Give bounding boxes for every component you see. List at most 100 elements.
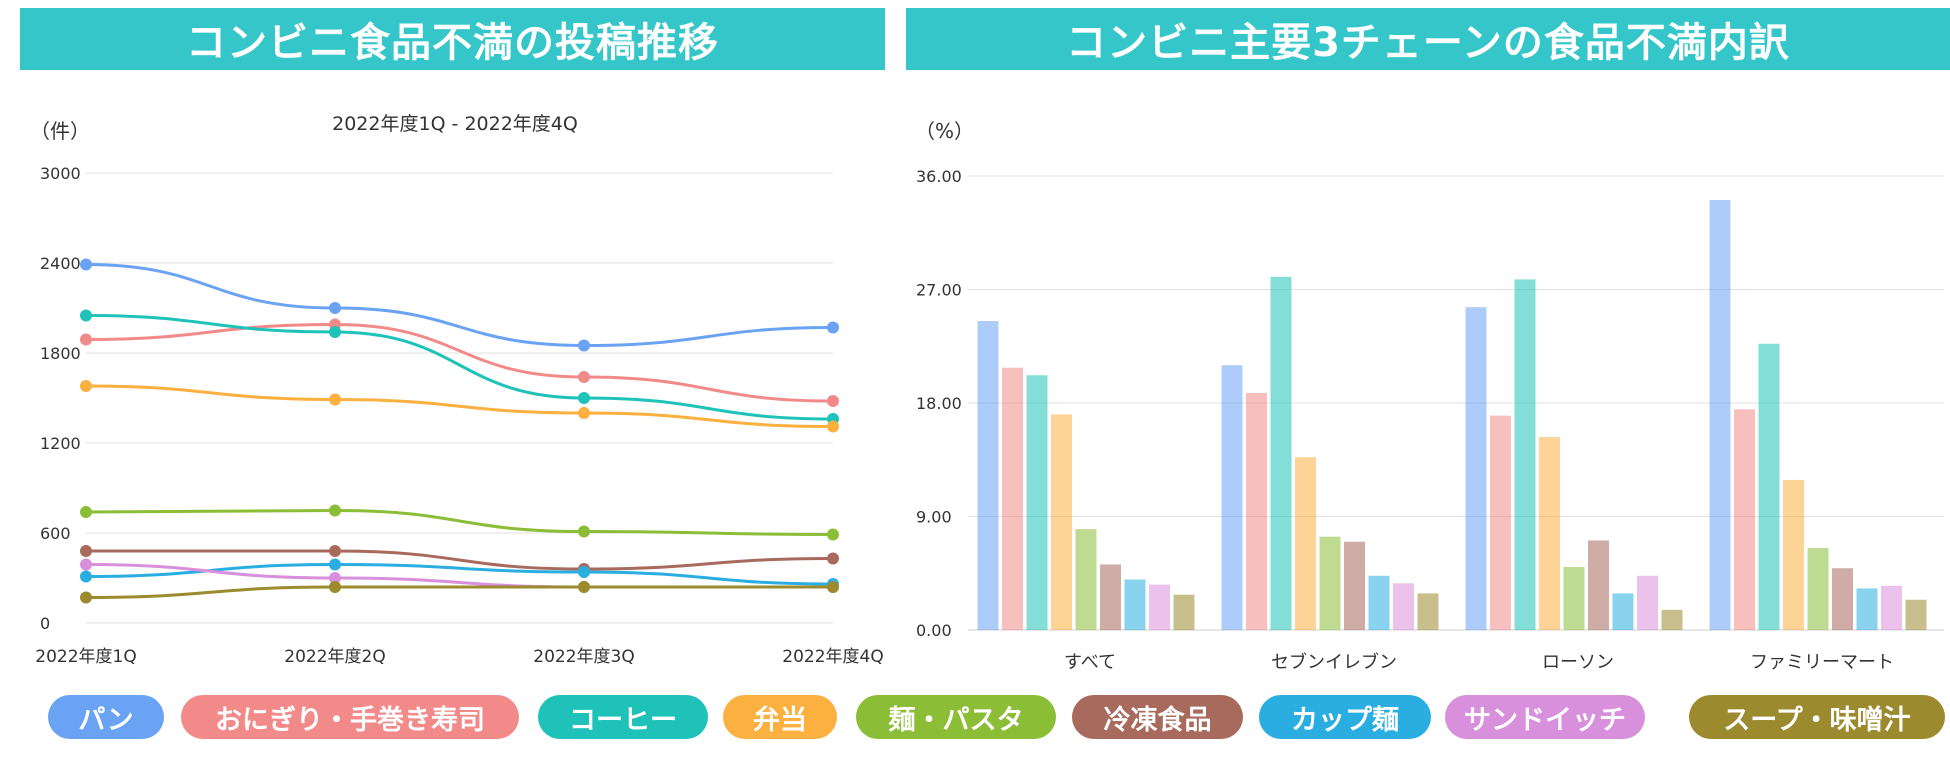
data-point-スープ・味噌汁-2022年度3Q <box>578 581 590 593</box>
right-y-axis-label: （%） <box>915 119 974 143</box>
bar-ローソン-スープ・味噌汁 <box>1661 609 1683 630</box>
bar-ファミリーマート-サンドイッチ <box>1881 585 1902 630</box>
bar-セブンイレブン-麺・パスタ <box>1319 536 1341 630</box>
right-chart-title: コンビニ主要3チェーンの食品不満内訳 <box>906 8 1950 70</box>
data-point-麺・パスタ-2022年度4Q <box>827 528 839 541</box>
left-chart-subtitle: 2022年度1Q - 2022年度4Q <box>332 113 578 135</box>
data-point-スープ・味噌汁-2022年度2Q <box>329 581 341 593</box>
legend-item-7[interactable]: カップ麺 <box>1259 695 1431 739</box>
bar-すべて-サンドイッチ <box>1149 584 1170 630</box>
data-point-パン-2022年度3Q <box>578 339 590 352</box>
data-point-カップ麺-2022年度2Q <box>329 558 341 571</box>
right-y-tick-label: 27.00 <box>916 281 962 300</box>
bar-ローソン-コーヒー <box>1514 279 1536 630</box>
bar-セブンイレブン-コーヒー <box>1270 276 1292 630</box>
bar-ローソン-弁当 <box>1539 437 1560 630</box>
bar-ファミリーマート-スープ・味噌汁 <box>1905 599 1927 630</box>
bar-ローソン-パン <box>1465 307 1487 630</box>
left-x-tick-label: 2022年度3Q <box>533 647 634 667</box>
bar-すべて-麺・パスタ <box>1075 529 1097 630</box>
data-point-麺・パスタ-2022年度1Q <box>80 506 92 518</box>
legend-item-3[interactable]: コーヒー <box>538 695 708 739</box>
bar-セブンイレブン-冷凍食品 <box>1344 541 1365 630</box>
data-point-弁当-2022年度4Q <box>827 420 839 433</box>
data-point-冷凍食品-2022年度2Q <box>329 545 341 557</box>
data-point-冷凍食品-2022年度1Q <box>80 545 92 557</box>
data-point-パン-2022年度2Q <box>329 302 341 314</box>
data-point-麺・パスタ-2022年度2Q <box>329 504 341 517</box>
left-y-tick-label: 3000 <box>40 164 81 183</box>
legend-item-4[interactable]: 弁当 <box>723 695 837 739</box>
data-point-カップ麺-2022年度1Q <box>80 570 92 583</box>
right-y-tick-label: 0.00 <box>916 621 952 640</box>
right-y-tick-label: 36.00 <box>916 167 962 186</box>
legend-item-8[interactable]: サンドイッチ <box>1445 695 1645 739</box>
bar-セブンイレブン-パン <box>1221 365 1243 630</box>
right-y-tick-label: 18.00 <box>916 394 962 413</box>
legend-item-9[interactable]: スープ・味噌汁 <box>1689 695 1945 739</box>
bar-ファミリーマート-コーヒー <box>1758 343 1780 630</box>
legend-item-5[interactable]: 麺・パスタ <box>856 695 1056 739</box>
left-y-tick-label: 2400 <box>40 254 81 273</box>
data-point-スープ・味噌汁-2022年度1Q <box>80 591 92 604</box>
bar-すべて-冷凍食品 <box>1100 564 1121 630</box>
line-series-コーヒー <box>85 314 834 421</box>
data-point-おにぎり・手巻き寿司-2022年度1Q <box>80 333 92 346</box>
left-y-tick-label: 1800 <box>40 344 81 363</box>
left-x-tick-label: 2022年度2Q <box>284 647 385 667</box>
data-point-サンドイッチ-2022年度2Q <box>329 572 341 584</box>
data-point-パン-2022年度4Q <box>827 321 839 334</box>
left-y-tick-label: 600 <box>40 524 71 543</box>
data-point-冷凍食品-2022年度4Q <box>827 552 839 565</box>
left-x-tick-label: 2022年度1Q <box>35 647 136 667</box>
data-point-サンドイッチ-2022年度1Q <box>80 558 92 571</box>
line-series-麺・パスタ <box>85 508 834 536</box>
bar-セブンイレブン-サンドイッチ <box>1393 583 1414 630</box>
right-x-tick-label: すべて <box>1064 652 1116 673</box>
bar-ファミリーマート-カップ麺 <box>1856 588 1878 630</box>
bar-ローソン-おにぎり・手巻き寿司 <box>1490 415 1511 630</box>
bar-すべて-弁当 <box>1051 414 1072 630</box>
bar-すべて-カップ麺 <box>1124 579 1146 630</box>
bar-すべて-コーヒー <box>1026 375 1048 630</box>
data-point-スープ・味噌汁-2022年度4Q <box>827 581 839 593</box>
bar-セブンイレブン-カップ麺 <box>1368 575 1390 630</box>
legend-item-6[interactable]: 冷凍食品 <box>1072 695 1243 739</box>
bar-ファミリーマート-麺・パスタ <box>1807 548 1829 630</box>
data-point-おにぎり・手巻き寿司-2022年度3Q <box>578 371 590 383</box>
bar-ローソン-サンドイッチ <box>1637 575 1658 630</box>
bar-ローソン-冷凍食品 <box>1588 540 1609 630</box>
bar-セブンイレブン-スープ・味噌汁 <box>1417 593 1439 630</box>
bar-すべて-パン <box>977 321 999 630</box>
bar-セブンイレブン-おにぎり・手巻き寿司 <box>1246 392 1267 630</box>
bar-セブンイレブン-弁当 <box>1295 457 1316 630</box>
bar-ローソン-麺・パスタ <box>1563 566 1585 630</box>
line-series-弁当 <box>85 384 834 428</box>
data-point-弁当-2022年度1Q <box>80 380 92 392</box>
right-x-tick-label: ファミリーマート <box>1750 652 1894 673</box>
bar-すべて-おにぎり・手巻き寿司 <box>1002 367 1023 630</box>
line-series-パン <box>85 263 834 348</box>
bar-ファミリーマート-弁当 <box>1783 479 1804 630</box>
bar-ファミリーマート-パン <box>1709 199 1731 630</box>
data-point-おにぎり・手巻き寿司-2022年度4Q <box>827 395 839 407</box>
right-x-tick-label: ローソン <box>1542 652 1614 673</box>
right-x-tick-label: セブンイレブン <box>1271 651 1397 673</box>
data-point-コーヒー-2022年度1Q <box>80 309 92 322</box>
data-point-コーヒー-2022年度2Q <box>329 326 341 338</box>
legend: パン おにぎり・手巻き寿司 コーヒー 弁当 麺・パスタ 冷凍食品 カップ麺 サンドイッチ スープ… <box>48 695 1948 741</box>
left-y-tick-label: 0 <box>40 614 50 633</box>
right-y-tick-label: 9.00 <box>916 508 952 527</box>
line-series-冷凍食品 <box>86 549 834 571</box>
legend-item-2[interactable]: おにぎり・手巻き寿司 <box>181 695 519 739</box>
data-point-パン-2022年度1Q <box>80 258 92 271</box>
data-point-麺・パスタ-2022年度3Q <box>578 525 590 538</box>
left-y-axis-label: （件） <box>30 119 90 143</box>
data-point-カップ麺-2022年度3Q <box>578 566 590 578</box>
legend-item-1[interactable]: パン <box>48 695 164 739</box>
data-point-弁当-2022年度3Q <box>578 407 590 419</box>
left-y-tick-label: 1200 <box>40 434 81 453</box>
bar-ファミリーマート-おにぎり・手巻き寿司 <box>1734 409 1755 630</box>
left-chart-title: コンビニ食品不満の投稿推移 <box>20 8 885 70</box>
